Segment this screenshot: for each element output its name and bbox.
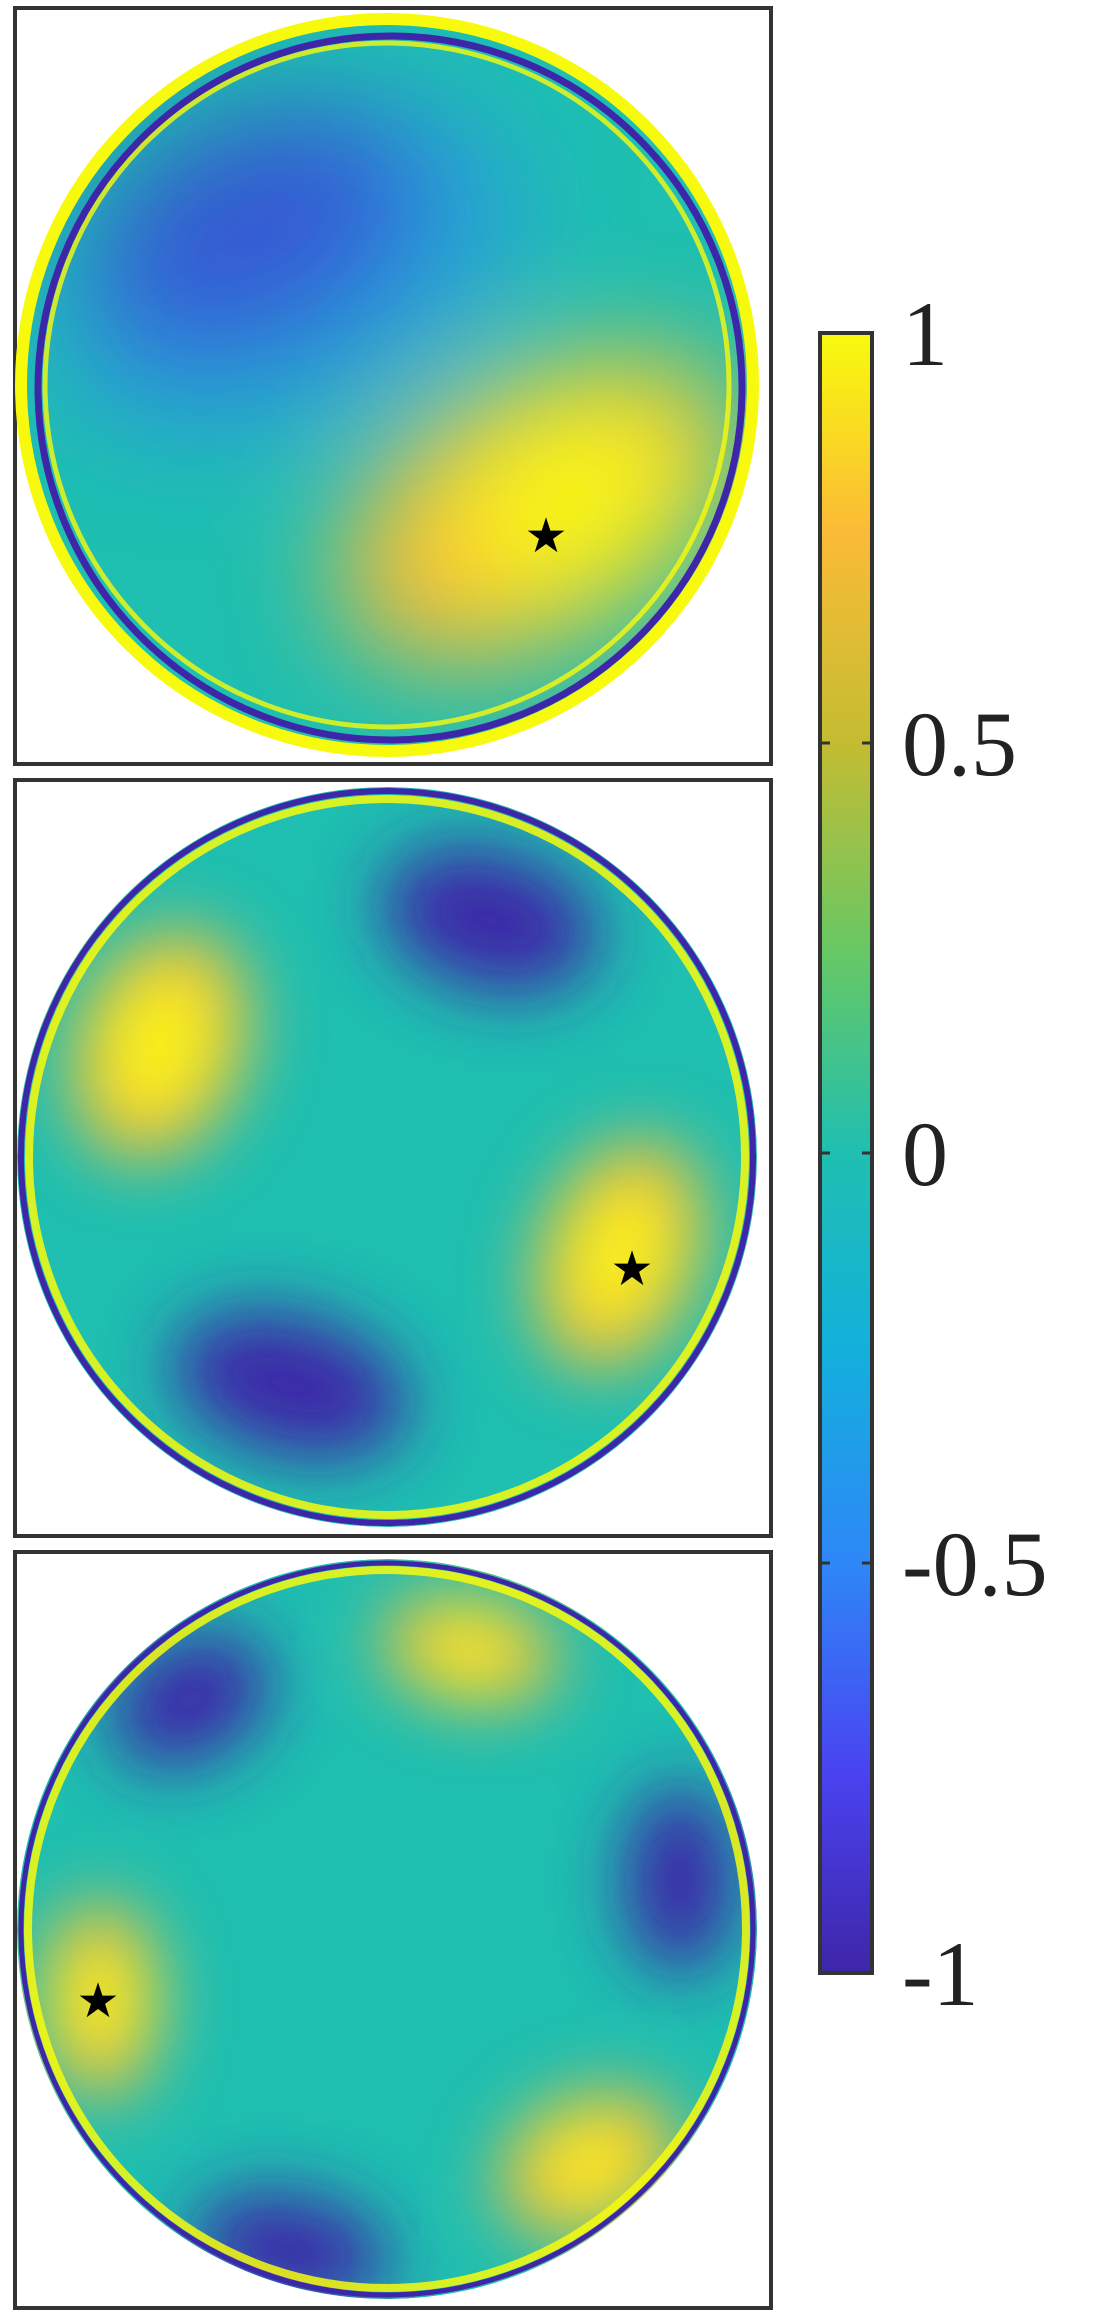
colorbar: 1 0.5 0 -0.5 -1 xyxy=(818,283,1048,2025)
panel-3-max-marker: ★ xyxy=(76,1975,119,2028)
panel-1-rim-mid xyxy=(34,32,746,744)
panel-1-rim-inner xyxy=(42,40,732,730)
colorbar-tick-label: -1 xyxy=(902,1923,979,2025)
panel-2-rim-outer xyxy=(18,788,756,1526)
panel-1-rim-outer xyxy=(15,13,759,757)
panel-3: ★ xyxy=(13,1550,773,2310)
colorbar-tick-label: 0 xyxy=(902,1103,948,1205)
panel-3-rim-inner xyxy=(24,1566,750,2292)
panel-2-max-marker: ★ xyxy=(610,1243,653,1296)
panel-1-frame xyxy=(13,6,773,766)
colorbar-tick-label: -0.5 xyxy=(902,1513,1048,1615)
panel-2: ★ xyxy=(13,778,773,1538)
colorbar-ticks: 1 0.5 0 -0.5 -1 xyxy=(820,283,1048,2025)
colorbar-tick-label: 0.5 xyxy=(902,693,1017,795)
panel-1-field xyxy=(17,15,757,755)
panel-2-field xyxy=(17,787,757,1527)
colorbar-tick-label: 1 xyxy=(902,283,948,385)
panel-1-max-marker: ★ xyxy=(524,510,567,563)
panel-3-field xyxy=(17,1559,757,2299)
panel-2-rim-inner xyxy=(25,795,749,1519)
panel-3-rim-outer xyxy=(18,1560,756,2298)
panel-3-frame xyxy=(13,1550,773,2310)
panel-1: ★ xyxy=(13,6,773,766)
panel-2-frame xyxy=(13,778,773,1538)
